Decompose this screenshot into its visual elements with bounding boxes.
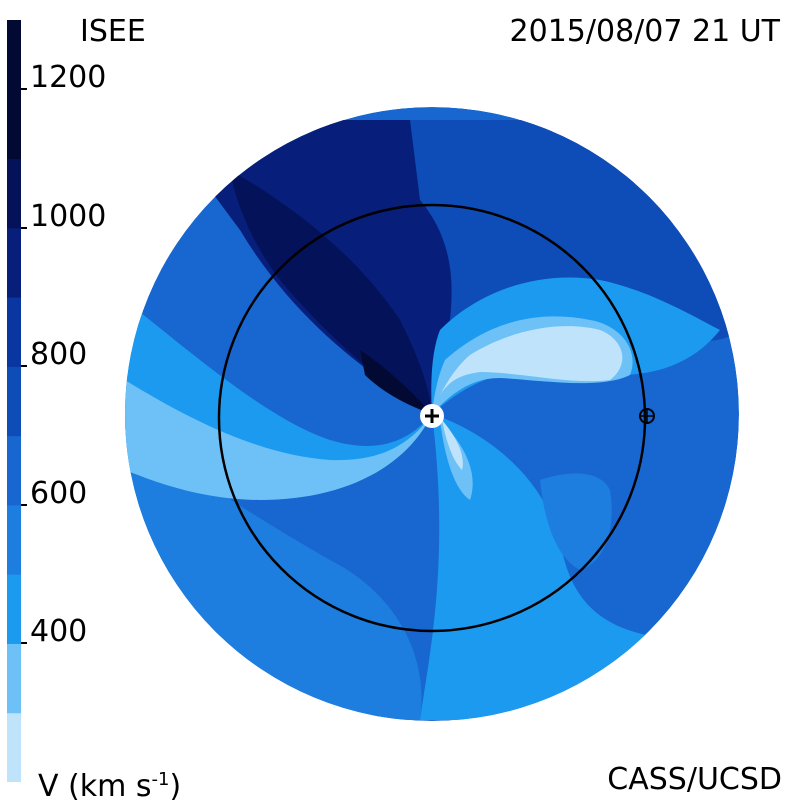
region-darker-core: [230, 170, 432, 414]
source-label: ISEE: [80, 14, 146, 49]
colorbar: [7, 20, 21, 783]
units-label-suffix: ): [169, 769, 182, 804]
colorbar-tick-label: 1200: [30, 60, 107, 96]
colorbar-tick-mark: [21, 365, 27, 368]
colorbar-level-0: [7, 712, 21, 783]
colorbar-level-1: [7, 643, 21, 714]
colorbar-level-8: [7, 158, 21, 229]
colorbar-tick-label: 600: [30, 475, 88, 511]
earth-cross: [640, 409, 654, 423]
colorbar-tick-label: 800: [30, 337, 88, 373]
region-spoke-south-inner: [442, 420, 463, 470]
credit-label: CASS/UCSD: [607, 762, 782, 797]
colorbar-svg: [7, 20, 21, 783]
units-label: V (km s-1): [38, 765, 181, 802]
colorbar-tick-label: 400: [30, 614, 88, 650]
units-label-exponent: -1: [151, 769, 170, 790]
colorbar-level-3: [7, 504, 21, 575]
colorbar-tick-mark: [21, 503, 27, 506]
colorbar-level-4: [7, 435, 21, 506]
colorbar-level-6: [7, 297, 21, 367]
datetime-label: 2015/08/07 21 UT: [509, 14, 780, 49]
units-label-prefix: V (km s: [38, 769, 152, 804]
region-medium-southeast: [540, 473, 612, 570]
colorbar-tick-mark: [21, 88, 27, 91]
region-palest-northeast: [440, 326, 623, 395]
colorbar-tick-mark: [21, 226, 27, 229]
sun-cross: [425, 409, 439, 423]
colorbar-tick-label: 1000: [30, 198, 107, 234]
region-pale-band-left: [125, 380, 432, 500]
orbit-circle: [217, 203, 647, 633]
colorbar-level-7: [7, 227, 21, 298]
colorbar-level-9: [7, 20, 21, 160]
colorbar-level-5: [7, 366, 21, 437]
colorbar-tick-mark: [21, 642, 27, 645]
colorbar-level-2: [7, 574, 21, 644]
region-deep-core: [360, 350, 432, 414]
